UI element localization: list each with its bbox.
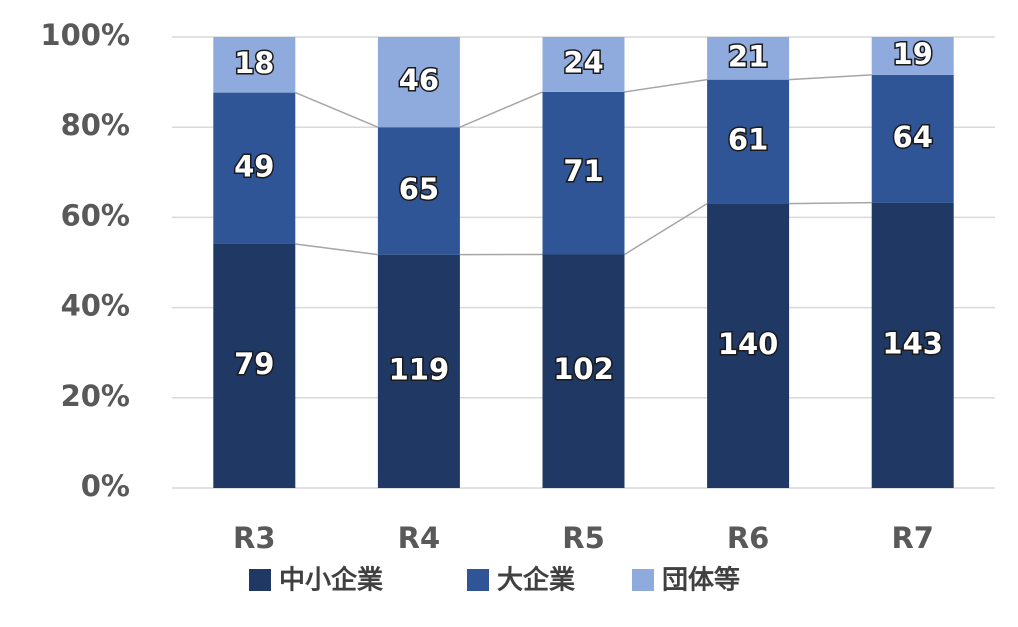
data-label: 24: [563, 45, 603, 79]
data-label: 46: [399, 63, 439, 97]
y-tick-label: 80%: [61, 108, 130, 142]
data-label: 119: [389, 352, 450, 386]
bar-segment: [707, 79, 790, 204]
x-tick-label: R4: [398, 521, 441, 555]
legend-label: 中小企業: [279, 565, 383, 596]
y-tick-label: 0%: [81, 469, 130, 503]
series-line: [789, 201, 872, 205]
bar-segment: [377, 127, 460, 255]
series-line: [789, 74, 872, 81]
bar-segment: [542, 254, 625, 488]
bar-segment: [542, 37, 625, 92]
data-label: 65: [399, 172, 439, 206]
series-line: [624, 78, 708, 93]
legend-swatch: [249, 569, 271, 591]
legend-swatch: [632, 569, 654, 591]
legend-label: 大企業: [497, 565, 575, 596]
legend-swatch: [467, 569, 489, 591]
bar-segment: [213, 37, 296, 93]
bar-segment: [542, 91, 625, 255]
bar-segment: [213, 243, 296, 488]
legend-label: 団体等: [662, 565, 740, 596]
bar-segment: [871, 37, 954, 75]
y-tick-label: 100%: [40, 18, 130, 52]
y-tick-label: 40%: [61, 289, 130, 323]
bar-segment: [707, 37, 790, 80]
x-tick-label: R3: [233, 521, 276, 555]
data-label: 64: [893, 120, 933, 154]
data-label: 19: [893, 37, 933, 71]
data-label: 71: [563, 154, 603, 188]
x-tick-label: R5: [562, 521, 605, 555]
bar-segment: [871, 74, 954, 203]
x-tick-label: R6: [727, 521, 770, 555]
data-label: 140: [718, 327, 779, 361]
series-line: [295, 243, 378, 256]
data-label: 21: [728, 39, 768, 73]
y-tick-label: 20%: [61, 379, 130, 413]
series-line: [624, 202, 708, 256]
bar-segment: [871, 202, 954, 488]
data-label: 18: [234, 46, 274, 80]
y-tick-label: 60%: [61, 198, 130, 232]
x-tick-label: R7: [891, 521, 934, 555]
bar-segment: [377, 37, 460, 128]
bar-segment: [213, 92, 296, 244]
data-label: 143: [882, 326, 943, 360]
data-label: 49: [234, 149, 274, 183]
data-label: 102: [553, 352, 614, 386]
bar-segment: [377, 254, 460, 488]
series-line: [459, 91, 543, 128]
data-label: 79: [234, 347, 274, 381]
bar-segment: [707, 203, 790, 489]
series-line: [295, 91, 379, 128]
data-label: 61: [728, 123, 768, 157]
